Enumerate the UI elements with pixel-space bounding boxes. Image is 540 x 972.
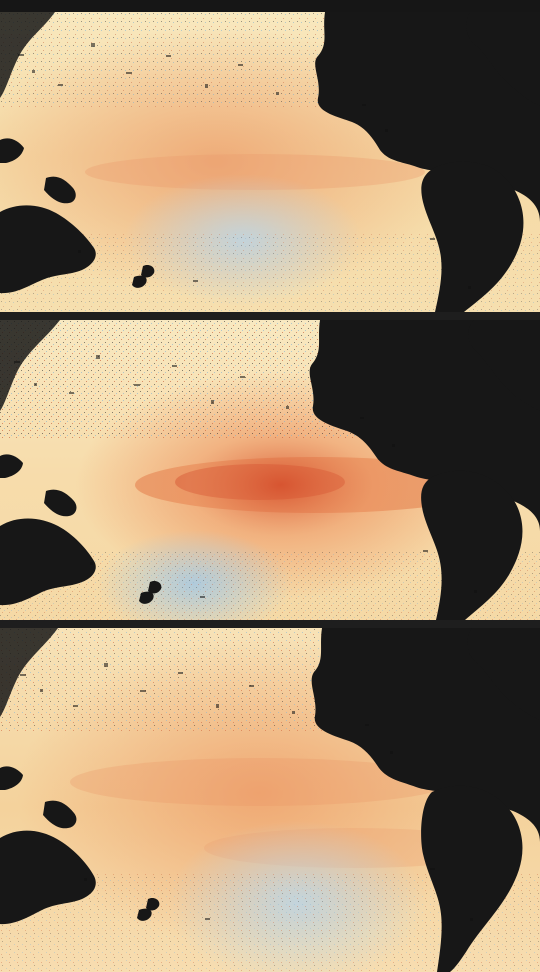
southeast-asia-island: [0, 766, 23, 790]
new-guinea-landmass: [44, 489, 77, 517]
map-panel-separator: [0, 620, 540, 628]
pacific-anomaly-map-panel-1: [0, 12, 540, 312]
australia-landmass: [0, 830, 96, 925]
ice-and-sensor-noise: [18, 43, 471, 289]
map-panel-separator: [0, 312, 540, 320]
new-zealand-north-island: [146, 897, 160, 911]
atlantic-land-edge: [467, 628, 540, 720]
south-america-landmass: [421, 785, 523, 972]
new-zealand-north-island: [148, 580, 162, 594]
atlantic-land-edge: [468, 320, 540, 411]
new-guinea-landmass: [44, 176, 76, 204]
pacific-map-1: [0, 12, 540, 312]
ice-and-sensor-noise: [20, 663, 473, 921]
australia-landmass: [0, 518, 96, 606]
atlantic-land-edge: [466, 12, 540, 106]
new-zealand-south-island: [139, 591, 154, 604]
southeast-asia-island: [0, 454, 23, 478]
ice-and-sensor-noise: [14, 355, 477, 598]
southeast-asia-island: [0, 138, 24, 163]
pacific-map-2: [0, 320, 540, 620]
asia-coastline: [0, 628, 58, 717]
new-zealand-north-island: [141, 264, 155, 278]
asia-coastline: [0, 12, 55, 98]
new-guinea-landmass: [43, 800, 77, 829]
south-america-landmass: [421, 161, 524, 312]
australia-landmass: [0, 205, 96, 294]
new-zealand-south-island: [137, 908, 152, 921]
pacific-map-3: [0, 628, 540, 972]
pacific-anomaly-map-panel-2: [0, 320, 540, 620]
north-america-landmass: [0, 320, 540, 531]
new-zealand-south-island: [132, 275, 147, 288]
asia-coastline: [0, 320, 60, 411]
pacific-anomaly-map-panel-3: [0, 628, 540, 972]
south-america-landmass: [421, 470, 523, 620]
north-america-landmass: [0, 628, 540, 842]
north-america-landmass: [0, 12, 540, 222]
